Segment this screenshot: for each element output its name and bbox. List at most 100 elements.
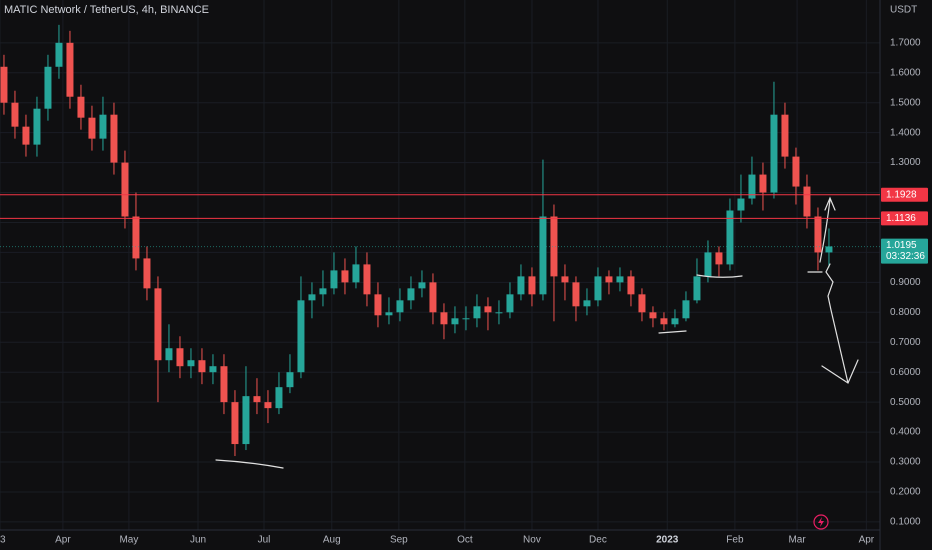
candle-body — [759, 174, 767, 193]
candle-body — [187, 360, 195, 367]
candle-body — [550, 216, 558, 277]
alert-icon[interactable] — [813, 514, 829, 530]
x-tick-label: Feb — [726, 535, 744, 546]
x-tick-label: Apr — [55, 535, 71, 546]
candle-body — [418, 282, 426, 289]
y-tick-label: 0.1000 — [890, 517, 921, 528]
candle-body — [22, 126, 30, 145]
y-tick-label: 0.4000 — [890, 427, 921, 438]
candle-body — [506, 294, 514, 313]
candle-body — [231, 402, 239, 445]
y-tick-label: 1.4000 — [890, 127, 921, 138]
candle-body — [715, 252, 723, 265]
candle-body — [330, 270, 338, 289]
candle-body — [594, 276, 602, 301]
countdown-label: 03:32:36 — [886, 251, 925, 262]
candle-body — [748, 174, 756, 199]
x-tick-label: 3 — [0, 535, 6, 546]
y-tick-label: 0.9000 — [890, 277, 921, 288]
candle-body — [110, 114, 118, 163]
y-tick-label: 1.3000 — [890, 157, 921, 168]
chart-title: MATIC Network / TetherUS, 4h, BINANCE — [4, 4, 209, 16]
candle-body — [88, 117, 96, 139]
support-drawing — [215, 459, 284, 469]
candle-body — [704, 252, 712, 277]
candle-body — [539, 216, 547, 295]
candle-body — [363, 264, 371, 295]
projection-arrow — [819, 196, 836, 263]
price-label: 1.1928 — [886, 189, 917, 200]
candle-body — [44, 66, 52, 109]
candle-body — [264, 402, 272, 409]
candle-body — [275, 387, 283, 409]
candle-body — [308, 294, 316, 301]
y-tick-label: 1.7000 — [890, 37, 921, 48]
y-tick-label: 0.3000 — [890, 457, 921, 468]
candle-body — [77, 96, 85, 118]
candle-body — [616, 276, 624, 283]
candle-body — [726, 210, 734, 265]
y-axis-label: USDT — [890, 5, 917, 16]
candles — [0, 24, 833, 457]
candle-body — [473, 306, 481, 319]
y-tick-label: 0.8000 — [890, 307, 921, 318]
x-tick-label: Dec — [589, 535, 607, 546]
x-tick-label: Nov — [523, 535, 541, 546]
y-tick-label: 0.7000 — [890, 337, 921, 348]
candle-body — [407, 288, 415, 301]
candle-body — [693, 276, 701, 301]
candle-body — [132, 216, 140, 259]
x-tick-label: Mar — [788, 535, 806, 546]
candle-body — [517, 276, 525, 295]
candle-body — [121, 162, 129, 217]
candle-body — [451, 318, 459, 325]
x-tick-label: 2023 — [656, 535, 679, 546]
candle-body — [440, 312, 448, 325]
candle-body — [55, 42, 63, 67]
candle-body — [297, 300, 305, 373]
icon-ring[interactable] — [813, 514, 829, 530]
x-tick-label: Oct — [457, 535, 473, 546]
candle-body — [638, 294, 646, 313]
icon-bolt[interactable] — [818, 517, 824, 527]
candle-body — [803, 186, 811, 217]
y-tick-label: 0.5000 — [890, 397, 921, 408]
candle-body — [209, 366, 217, 373]
candle-body — [781, 114, 789, 157]
candle-body — [737, 198, 745, 211]
candle-body — [561, 276, 569, 283]
candle-body — [792, 156, 800, 187]
candle-body — [374, 294, 382, 316]
x-tick-label: Jun — [190, 535, 206, 546]
price-label-box — [881, 211, 928, 226]
x-tick-label: Aug — [323, 535, 341, 546]
candle-body — [176, 348, 184, 367]
y-tick-label: 1.6000 — [890, 67, 921, 78]
candle-body — [671, 318, 679, 325]
candle-body — [341, 270, 349, 283]
support-drawing — [696, 274, 743, 278]
candle-body — [627, 276, 635, 295]
candle-body — [253, 396, 261, 403]
candle-body — [143, 258, 151, 289]
drawings — [215, 196, 859, 469]
last-price-box — [881, 238, 928, 264]
y-tick-label: 1.5000 — [890, 97, 921, 108]
candle-body — [682, 300, 690, 319]
price-label-box — [881, 187, 928, 202]
candle-body — [220, 366, 228, 403]
candle-body — [385, 312, 393, 316]
x-tick-label: Sep — [390, 535, 408, 546]
candle-body — [165, 348, 173, 361]
projection-arrow — [821, 263, 859, 384]
candle-body — [319, 288, 327, 295]
candle-body — [572, 282, 580, 307]
candle-body — [352, 264, 360, 283]
candle-body — [0, 66, 8, 103]
candle-body — [649, 312, 657, 319]
candle-body — [286, 372, 294, 388]
candle-body — [814, 216, 822, 253]
candle-body — [66, 42, 74, 97]
